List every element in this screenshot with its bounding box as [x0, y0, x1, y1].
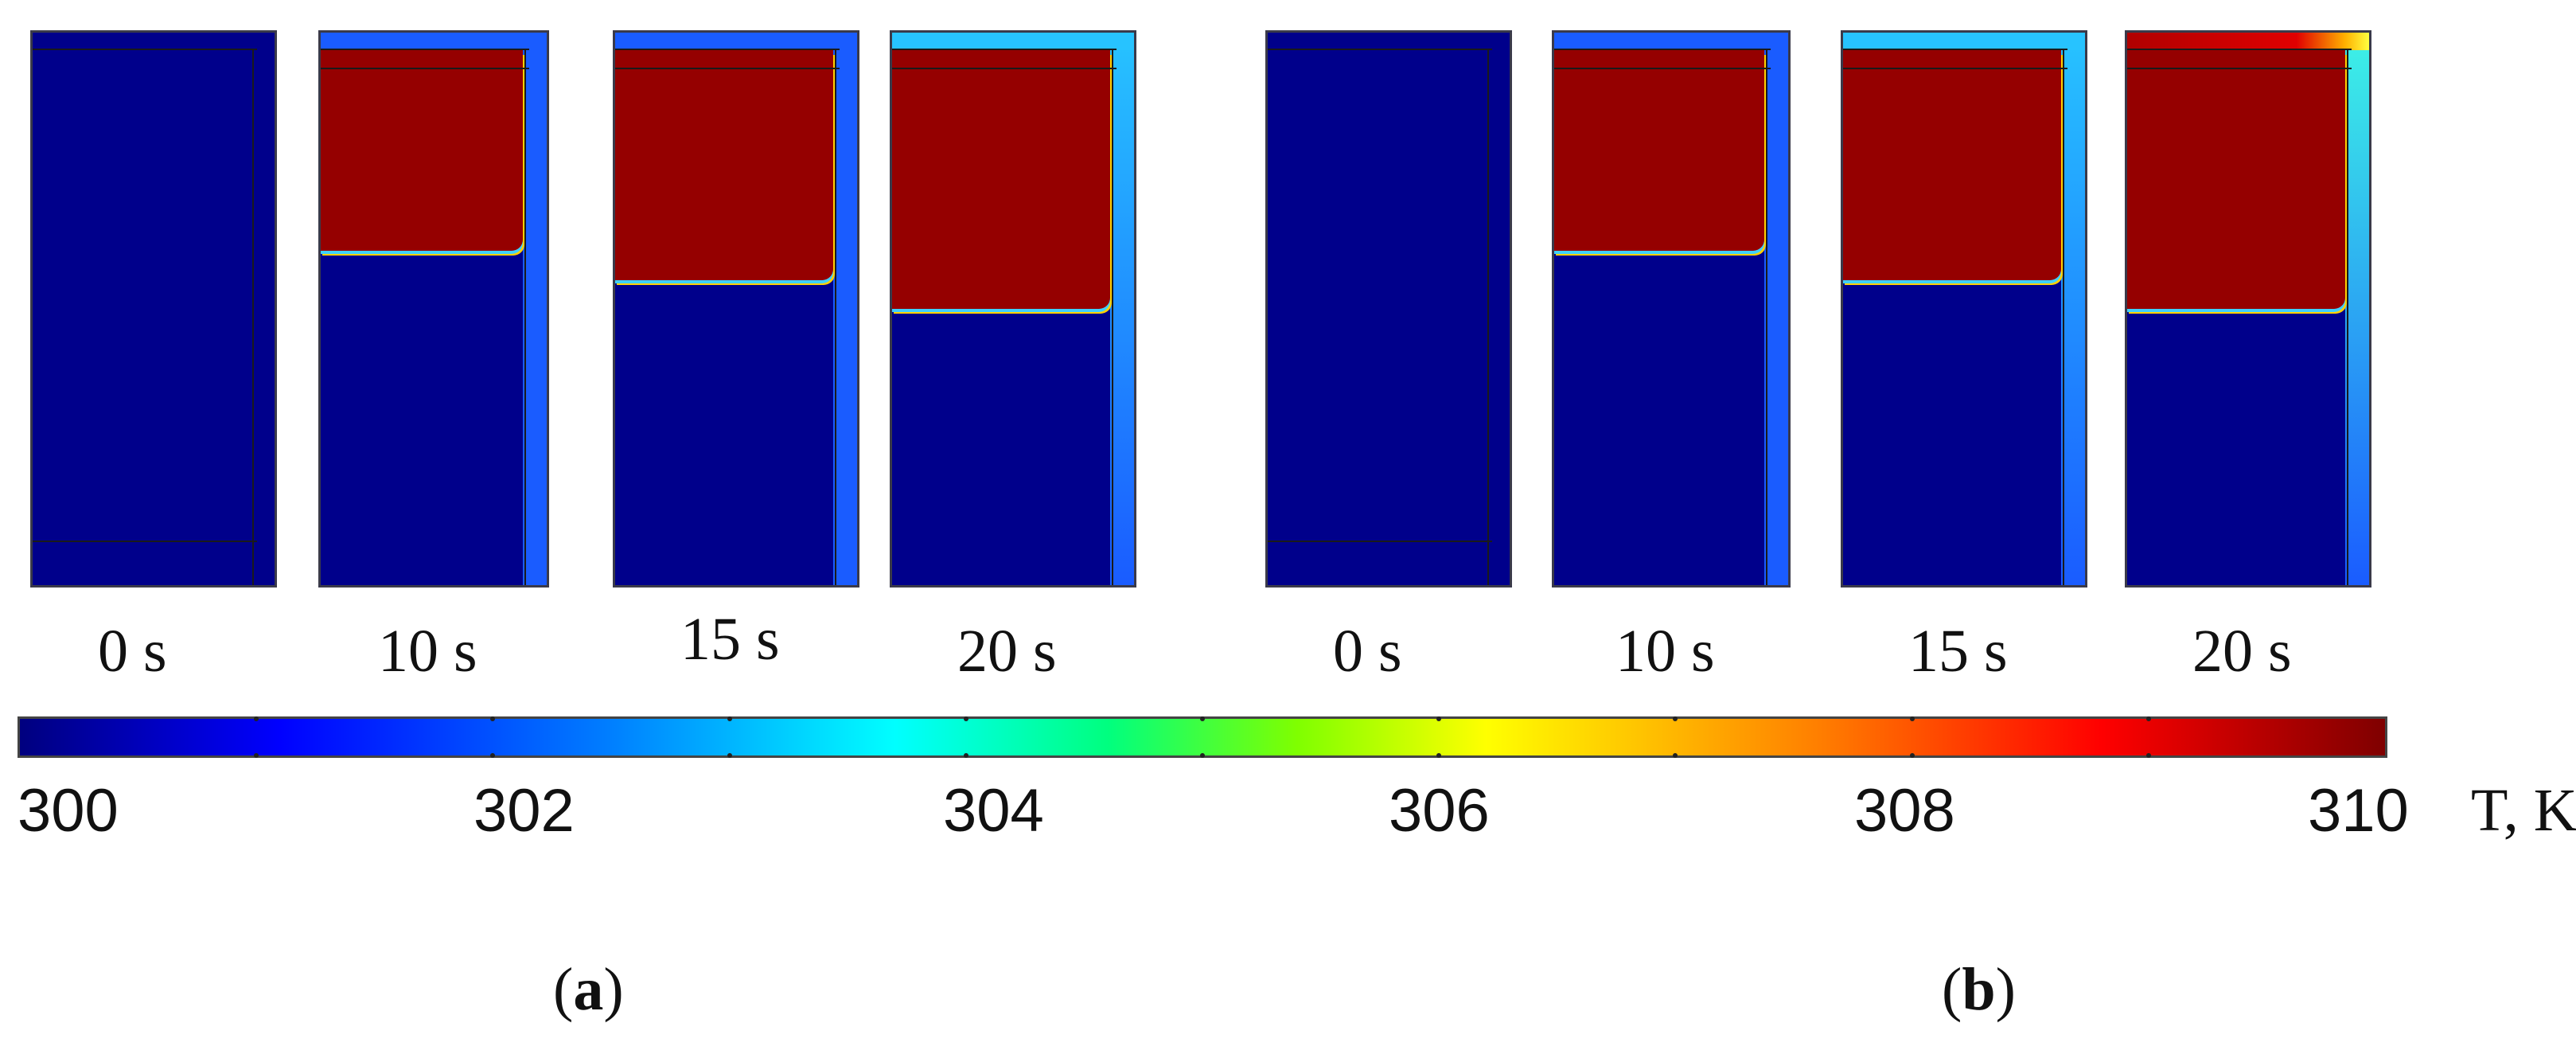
colorbar-tick: [727, 716, 732, 721]
domain-line: [33, 49, 257, 50]
colorbar-tick: [2145, 753, 2151, 758]
domain-line: [2127, 49, 2352, 50]
heated-wall: [2345, 33, 2369, 585]
domain-line: [1843, 68, 2067, 69]
time-label: 10 s: [1615, 618, 1715, 685]
domain-line: [615, 68, 840, 69]
molten-region: [1843, 50, 2061, 280]
domain-line: [524, 49, 526, 585]
colorbar-tick-label: 302: [474, 777, 575, 845]
heated-wall: [2061, 33, 2085, 585]
field-a-t2: [613, 30, 859, 588]
heated-top: [892, 33, 1134, 50]
heated-wall: [523, 33, 547, 585]
colorbar-tick-label: 310: [2308, 777, 2409, 845]
heated-top: [615, 33, 857, 50]
domain-line: [33, 541, 257, 542]
heated-top: [2127, 33, 2369, 50]
heated-wall: [1110, 33, 1134, 585]
domain-line: [1112, 49, 1113, 585]
time-label: 10 s: [378, 618, 477, 685]
field-a-t3: [890, 30, 1136, 588]
domain-line: [1766, 49, 1767, 585]
domain-line: [2127, 68, 2352, 69]
panel-label-b: (b): [1942, 956, 2016, 1023]
colorbar-tick: [1436, 716, 1442, 721]
field-b-t1: [1552, 30, 1791, 588]
colorbar-tick: [254, 753, 259, 758]
colorbar-tick-label: 304: [943, 777, 1044, 845]
panel-label-a: (a): [553, 956, 624, 1023]
time-label: 20 s: [957, 618, 1057, 685]
colorbar-tick: [963, 753, 968, 758]
molten-region: [2127, 50, 2345, 309]
domain-line: [892, 49, 1117, 50]
temperature-colorbar: [18, 716, 2387, 758]
field-b-t0: [1265, 30, 1512, 588]
colorbar-tick: [727, 753, 732, 758]
molten-region: [1554, 50, 1764, 251]
domain-line: [1554, 68, 1771, 69]
heated-top: [321, 33, 547, 50]
time-label: 0 s: [98, 618, 167, 685]
time-label: 15 s: [1908, 618, 2008, 685]
heated-top: [1843, 33, 2085, 50]
colorbar-tick: [1673, 716, 1678, 721]
colorbar-tick: [1909, 753, 1915, 758]
colorbar-tick: [963, 716, 968, 721]
domain-line: [2063, 49, 2064, 585]
colorbar-tick: [1436, 753, 1442, 758]
domain-line: [1487, 49, 1489, 585]
colorbar-tick: [254, 716, 259, 721]
colorbar-tick: [1673, 753, 1678, 758]
heated-wall: [1764, 33, 1788, 585]
colorbar-tick: [1200, 716, 1205, 721]
colorbar-tick: [490, 753, 496, 758]
heated-top: [1554, 33, 1788, 50]
domain-line: [1268, 49, 1492, 50]
domain-line: [321, 49, 529, 50]
time-label: 15 s: [680, 606, 780, 673]
field-a-t0: [30, 30, 277, 588]
colorbar-tick-label: 300: [18, 777, 119, 845]
domain-line: [1843, 49, 2067, 50]
molten-region: [615, 50, 833, 280]
colorbar-tick: [2145, 716, 2151, 721]
molten-region: [892, 50, 1110, 309]
domain-line: [321, 68, 529, 69]
domain-line: [615, 49, 840, 50]
domain-line: [835, 49, 836, 585]
field-a-t1: [318, 30, 549, 588]
molten-region: [321, 50, 523, 251]
colorbar-tick: [1909, 716, 1915, 721]
domain-line: [1554, 49, 1771, 50]
heated-wall: [833, 33, 857, 585]
colorbar-unit: T, K: [2471, 777, 2576, 844]
field-b-t2: [1841, 30, 2087, 588]
domain-line: [892, 68, 1117, 69]
time-label: 20 s: [2192, 618, 2292, 685]
domain-line: [2347, 49, 2348, 585]
field-b-t3: [2125, 30, 2371, 588]
colorbar-tick: [490, 716, 496, 721]
colorbar-tick-label: 308: [1854, 777, 1955, 845]
domain-line: [1268, 541, 1492, 542]
colorbar-tick: [1200, 753, 1205, 758]
colorbar-tick-label: 306: [1389, 777, 1490, 845]
domain-line: [252, 49, 254, 585]
time-label: 0 s: [1333, 618, 1402, 685]
